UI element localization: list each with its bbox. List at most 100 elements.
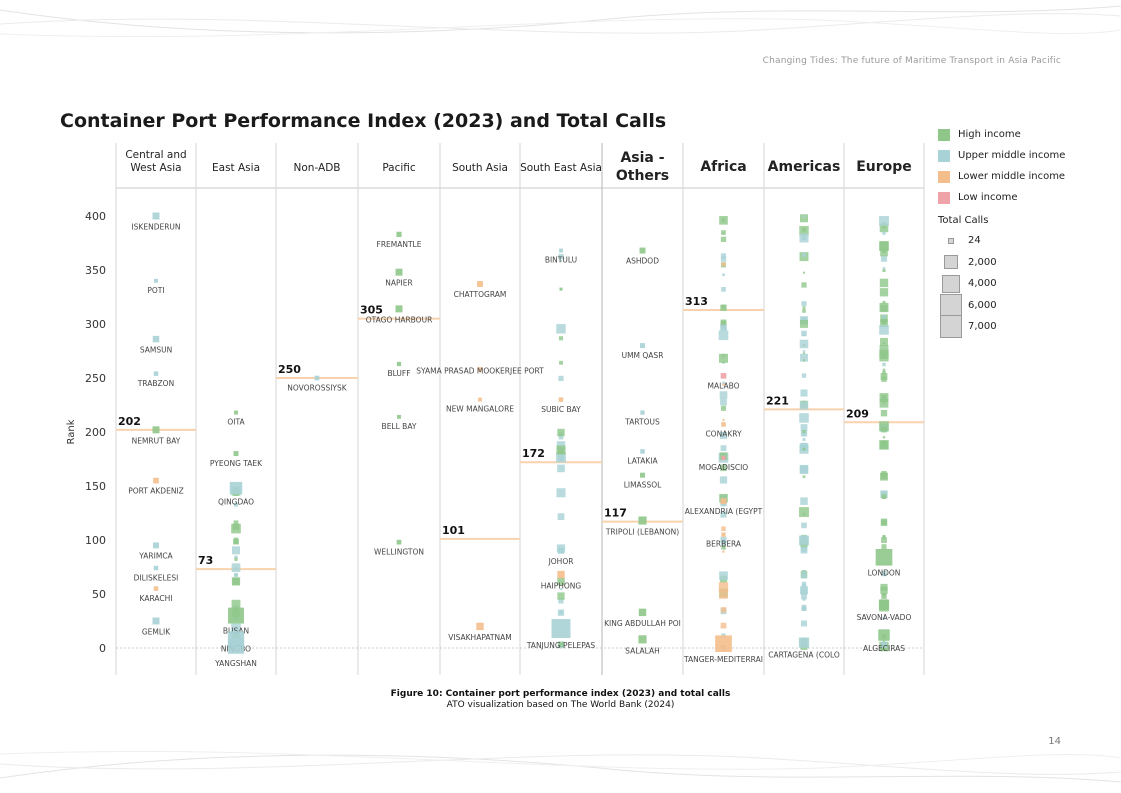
port-marker bbox=[799, 464, 809, 474]
port-marker bbox=[234, 540, 238, 545]
calls-legend-label: 4,000 bbox=[968, 278, 997, 290]
region-header: South Asia bbox=[452, 162, 508, 174]
port-label: TANJUNG PELEPAS bbox=[526, 641, 596, 650]
port-marker bbox=[715, 635, 732, 653]
port-marker bbox=[802, 352, 806, 355]
port-marker bbox=[721, 304, 726, 309]
region-header: Asia - bbox=[620, 150, 664, 166]
port-label: MOGADISCIO bbox=[699, 463, 749, 472]
port-marker bbox=[231, 623, 241, 634]
calls-legend-label: 24 bbox=[968, 235, 981, 247]
port-marker bbox=[234, 410, 238, 415]
port-marker bbox=[879, 278, 889, 288]
port-marker bbox=[154, 278, 158, 283]
port-marker bbox=[801, 572, 807, 579]
port-label: SUBIC BAY bbox=[541, 405, 581, 414]
port-marker bbox=[802, 215, 806, 218]
region-header: Central and bbox=[125, 149, 186, 161]
port-marker bbox=[879, 344, 889, 354]
port-marker bbox=[799, 214, 809, 223]
port-marker bbox=[722, 381, 725, 384]
legend-item: Upper middle income bbox=[938, 145, 1065, 166]
port-label: YARIMCA bbox=[138, 551, 173, 560]
port-marker bbox=[231, 599, 241, 609]
port-label: BINTULU bbox=[545, 256, 577, 265]
port-marker bbox=[152, 335, 160, 343]
figure-caption: Figure 10: Container port performance in… bbox=[0, 689, 1121, 710]
port-marker bbox=[557, 592, 565, 600]
port-label: POTI bbox=[147, 286, 164, 295]
port-marker bbox=[882, 368, 886, 372]
port-marker bbox=[881, 570, 887, 577]
port-label: OITA bbox=[227, 418, 245, 427]
port-marker bbox=[234, 502, 238, 507]
port-marker bbox=[882, 267, 886, 270]
y-axis-label: Rank bbox=[66, 419, 77, 444]
calls-legend-marker bbox=[938, 294, 964, 317]
port-label: TRIPOLI (LEBANON) bbox=[605, 528, 679, 537]
port-marker bbox=[397, 414, 401, 419]
port-marker bbox=[722, 550, 725, 553]
port-marker bbox=[640, 343, 645, 349]
legend-item: Low income bbox=[938, 187, 1065, 208]
port-marker bbox=[721, 218, 726, 222]
port-marker bbox=[556, 445, 566, 455]
port-marker bbox=[800, 497, 808, 505]
port-label: NEMRUT BAY bbox=[132, 436, 181, 445]
port-marker bbox=[801, 330, 807, 337]
port-marker bbox=[233, 572, 239, 578]
port-marker bbox=[720, 498, 727, 505]
port-marker bbox=[801, 583, 807, 589]
port-label: LATAKIA bbox=[627, 457, 658, 466]
port-marker bbox=[559, 360, 563, 365]
port-label: CARTAGENA (COLO bbox=[768, 651, 840, 660]
port-marker bbox=[799, 507, 809, 518]
port-marker bbox=[718, 582, 729, 592]
port-marker bbox=[720, 319, 727, 326]
port-marker bbox=[228, 637, 244, 654]
port-marker bbox=[722, 273, 725, 277]
port-marker bbox=[638, 608, 647, 617]
port-marker bbox=[153, 477, 159, 484]
port-label: ASHDOD bbox=[626, 257, 659, 266]
port-label: PORT AKDENIZ bbox=[128, 486, 184, 495]
port-label: LONDON bbox=[868, 569, 901, 578]
region-header: Non-ADB bbox=[294, 162, 341, 174]
port-marker bbox=[801, 593, 807, 600]
port-marker bbox=[719, 476, 728, 484]
port-marker bbox=[799, 401, 809, 410]
port-marker bbox=[640, 449, 645, 454]
calls-legend-marker bbox=[938, 237, 964, 244]
port-label: KARACHI bbox=[140, 594, 173, 603]
port-label: LIMASSOL bbox=[624, 481, 662, 490]
port-marker bbox=[878, 629, 890, 641]
port-marker bbox=[721, 230, 726, 235]
port-marker bbox=[882, 268, 886, 273]
port-marker bbox=[152, 426, 160, 434]
port-marker bbox=[396, 539, 402, 545]
port-label: HAIPHONG bbox=[541, 581, 582, 590]
port-marker bbox=[557, 454, 565, 462]
region-header: Pacific bbox=[382, 162, 416, 174]
caption-title: Figure 10: Container port performance in… bbox=[390, 689, 731, 699]
port-marker bbox=[720, 607, 727, 613]
calls-legend-label: 6,000 bbox=[968, 299, 997, 311]
port-label: WELLINGTON bbox=[374, 548, 424, 557]
port-marker bbox=[234, 557, 238, 561]
port-marker bbox=[879, 393, 889, 402]
port-marker bbox=[558, 641, 564, 648]
port-marker bbox=[802, 541, 806, 545]
legend-swatch bbox=[938, 191, 950, 204]
port-marker bbox=[880, 641, 888, 648]
port-marker bbox=[720, 398, 727, 406]
port-marker bbox=[881, 494, 887, 500]
port-marker bbox=[801, 604, 807, 610]
port-marker bbox=[875, 548, 893, 566]
port-marker bbox=[233, 451, 239, 457]
port-marker bbox=[556, 441, 566, 450]
port-label: SAMSUN bbox=[140, 345, 172, 354]
port-marker bbox=[879, 421, 889, 432]
port-marker bbox=[559, 248, 563, 253]
y-tick-label: 150 bbox=[85, 480, 106, 493]
port-marker bbox=[882, 231, 886, 235]
